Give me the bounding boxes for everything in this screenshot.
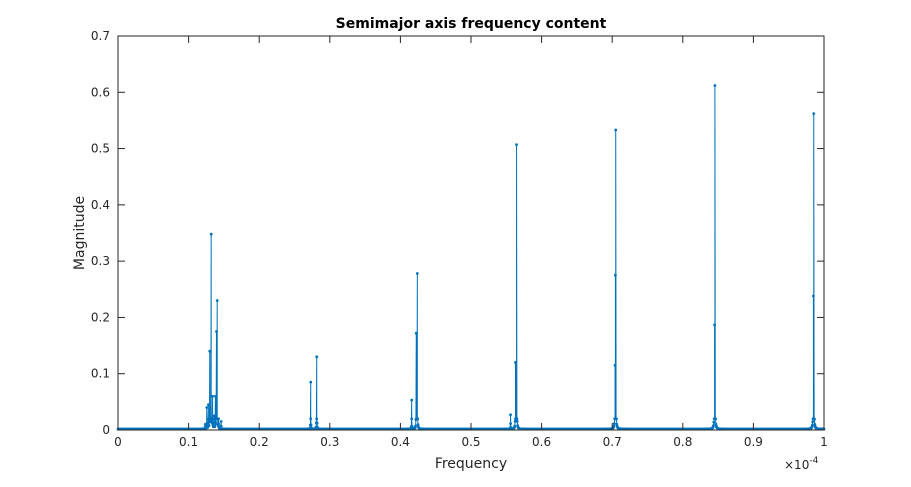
x-tick-label: 0.6 — [532, 435, 551, 449]
data-point — [215, 330, 218, 333]
data-point — [811, 420, 815, 424]
data-point — [414, 331, 418, 335]
data-point — [509, 422, 512, 426]
data-point — [813, 417, 816, 421]
data-point — [514, 361, 517, 364]
axes-layer: 0 0.1 0.2 0.3 0.4 0.5 0.6 0.7 0.8 0.9 1 0 0.1 0.2 0.3 0… — [91, 29, 828, 449]
data-point — [309, 417, 313, 421]
data-point — [713, 323, 716, 327]
data-point — [416, 423, 420, 427]
data-point — [810, 423, 814, 427]
x-tick-label: 0.3 — [320, 435, 339, 449]
data-point — [515, 143, 518, 147]
y-tick-label: 0.5 — [91, 142, 110, 156]
plot-area — [118, 36, 824, 430]
x-tick-label: 0 — [114, 435, 122, 449]
data-point — [515, 417, 519, 421]
x-axis-exponent-power: -4 — [809, 456, 818, 466]
data-point — [712, 424, 715, 427]
data-point — [613, 363, 617, 367]
data-point — [614, 128, 618, 132]
data-point — [410, 398, 414, 402]
y-axis-label: Magnitude — [72, 196, 88, 270]
data-point — [309, 380, 313, 384]
x-tick-label: 0.5 — [461, 435, 480, 449]
data-point — [217, 422, 221, 426]
data-point — [714, 422, 718, 426]
data-point — [613, 273, 617, 277]
y-tick-label: 0 — [102, 423, 110, 437]
data-point — [212, 414, 216, 418]
x-axis-exponent: ×10-4 — [784, 456, 819, 472]
data-point — [219, 420, 223, 423]
data-point — [410, 417, 414, 421]
data-point — [205, 421, 209, 425]
y-tick-label: 0.2 — [91, 310, 110, 324]
data-point — [206, 403, 210, 407]
x-tick-label: 0.7 — [603, 435, 622, 449]
x-tick-label: 0.8 — [673, 435, 692, 449]
data-point — [416, 417, 420, 421]
data-point — [509, 413, 512, 417]
data-point — [315, 421, 319, 425]
y-tick-label: 0.3 — [91, 254, 110, 268]
data-point — [214, 421, 218, 424]
data-point — [615, 417, 618, 421]
data-point — [209, 232, 213, 236]
data-point — [513, 419, 517, 423]
data-point — [713, 84, 717, 87]
x-tick-label: 0.2 — [250, 435, 269, 449]
data-point — [515, 419, 519, 423]
x-tick-label: 1 — [820, 435, 828, 449]
data-point — [205, 406, 209, 409]
data-point — [217, 417, 221, 421]
x-axis-exponent-base: ×10 — [784, 458, 809, 472]
data-point — [219, 424, 223, 428]
y-tick-label: 0.4 — [91, 198, 110, 212]
data-point — [315, 417, 319, 421]
data-point — [712, 420, 716, 424]
data-point — [812, 294, 815, 298]
data-point — [208, 349, 212, 353]
data-point — [714, 417, 718, 421]
x-tick-label: 0.9 — [744, 435, 763, 449]
data-point — [207, 424, 211, 428]
data-point — [211, 417, 215, 421]
x-axis-label: Frequency — [435, 456, 507, 472]
y-tick-label: 0.6 — [91, 85, 110, 99]
y-tick-label: 0.7 — [91, 29, 110, 43]
data-point — [414, 424, 417, 428]
data-point — [315, 355, 319, 359]
y-tick-label: 0.1 — [91, 367, 110, 381]
data-point — [415, 272, 419, 275]
chart-title: Semimajor axis frequency content — [336, 16, 607, 32]
data-point — [812, 112, 816, 116]
data-point — [213, 423, 217, 427]
x-tick-label: 0.4 — [391, 435, 410, 449]
data-point — [612, 424, 616, 428]
data-point — [309, 423, 313, 427]
data-point — [215, 299, 219, 302]
data-point — [211, 394, 215, 398]
data-point — [612, 422, 616, 425]
data-point — [214, 394, 217, 398]
data-point — [513, 424, 517, 428]
data-point — [213, 425, 217, 429]
x-tick-label: 0.1 — [179, 435, 198, 449]
